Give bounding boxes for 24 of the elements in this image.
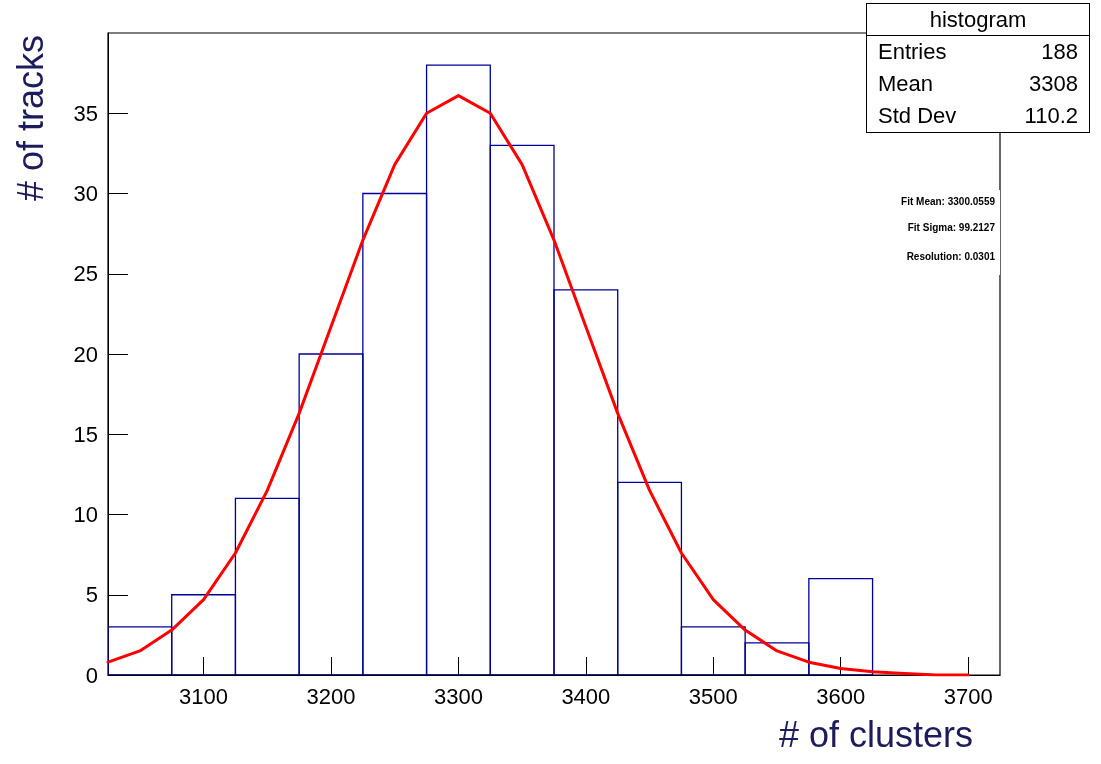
y-tick-label: 5 — [85, 582, 98, 608]
x-tick-label: 3500 — [688, 683, 738, 709]
y-tick-label: 10 — [73, 502, 98, 527]
annotation: Mean — [878, 70, 934, 98]
x-tick-label: 3600 — [816, 683, 866, 709]
x-tick-label: 3300 — [433, 683, 483, 709]
y-tick-label: 0 — [85, 662, 98, 688]
x-tick-label: 3100 — [179, 683, 229, 709]
y-tick-label: 35 — [73, 100, 98, 126]
annotation: Fit Mean: 3300.0559 — [901, 196, 995, 207]
x-tick-label: 3700 — [943, 683, 993, 709]
annotation: Std Dev — [878, 102, 957, 130]
y-tick-label: 15 — [73, 421, 98, 447]
y-tick-label: 25 — [73, 261, 98, 287]
x-axis-title: # of clusters — [778, 713, 974, 755]
y-tick-label: 20 — [73, 341, 98, 367]
y-axis-title: # of tracks — [9, 35, 51, 202]
x-tick-label: 3400 — [561, 683, 611, 709]
annotation: Resolution: 0.0301 — [906, 251, 995, 262]
stats-box: histogram Entries 188 Mean 3308 Std Dev 110.2 — [866, 3, 1090, 133]
annotation: Fit Sigma: 99.2127 — [907, 222, 995, 233]
annotation: Entries — [878, 38, 947, 66]
y-tick-label: 30 — [73, 181, 98, 206]
x-tick-label: 3200 — [306, 683, 356, 709]
